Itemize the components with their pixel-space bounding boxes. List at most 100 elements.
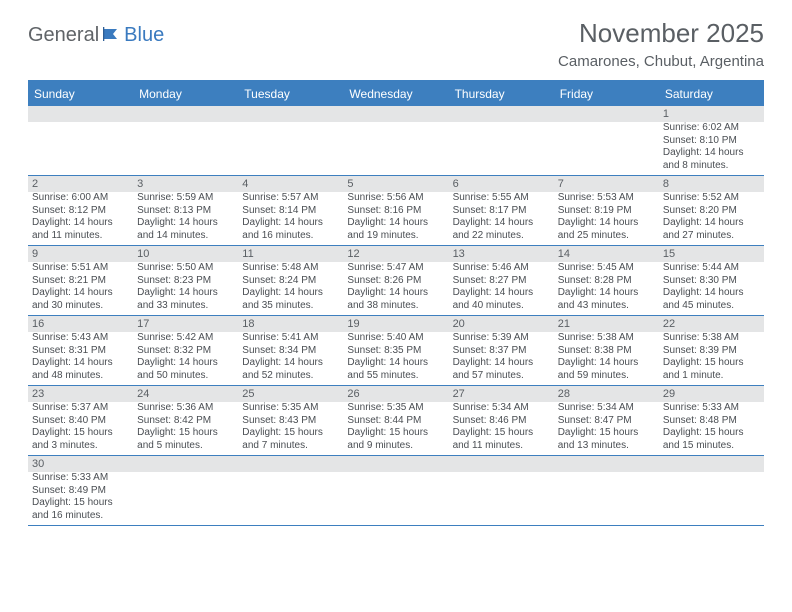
dow-tuesday: Tuesday	[238, 82, 343, 106]
sunset-text: Sunset: 8:10 PM	[663, 135, 760, 148]
daylight-text: Daylight: 14 hours and 50 minutes.	[137, 357, 234, 382]
sunrise-text: Sunrise: 5:50 AM	[137, 262, 234, 275]
daylight-text: Daylight: 14 hours and 19 minutes.	[347, 217, 444, 242]
day-cell	[133, 122, 238, 175]
dow-sunday: Sunday	[28, 82, 133, 106]
day-cell: Sunrise: 5:35 AMSunset: 8:43 PMDaylight:…	[238, 402, 343, 455]
sunrise-text: Sunrise: 5:51 AM	[32, 262, 129, 275]
sunrise-text: Sunrise: 6:00 AM	[32, 192, 129, 205]
day-of-week-row: Sunday Monday Tuesday Wednesday Thursday…	[28, 82, 764, 106]
day-cell: Sunrise: 5:45 AMSunset: 8:28 PMDaylight:…	[554, 262, 659, 315]
day-cell	[554, 472, 659, 525]
sunrise-text: Sunrise: 5:34 AM	[558, 402, 655, 415]
sunrise-text: Sunrise: 6:02 AM	[663, 122, 760, 135]
week-row: Sunrise: 6:00 AMSunset: 8:12 PM Daylight:…	[28, 192, 764, 246]
day-number: 5	[343, 176, 448, 192]
daynum-band: 1	[28, 106, 764, 122]
day-number: 19	[343, 316, 448, 332]
day-cell: Sunrise: 5:40 AMSunset: 8:35 PMDaylight:…	[343, 332, 448, 385]
daylight-text: Daylight: 14 hours and 55 minutes.	[347, 357, 444, 382]
flag-icon	[103, 24, 121, 47]
daylight-text: Daylight: 14 hours and 35 minutes.	[242, 287, 339, 312]
day-cell: Sunrise: 5:51 AMSunset: 8:21 PMDaylight:…	[28, 262, 133, 315]
day-cell: Sunrise: 5:43 AMSunset: 8:31 PMDaylight:…	[28, 332, 133, 385]
daylight-text: Daylight: 14 hours and 27 minutes.	[663, 217, 760, 242]
daylight-text: Daylight: 14 hours and 48 minutes.	[32, 357, 129, 382]
sunset-text: Sunset: 8:43 PM	[242, 415, 339, 428]
day-cell: Sunrise: 5:56 AMSunset: 8:16 PMDaylight:…	[343, 192, 448, 245]
day-cell: Sunrise: 5:42 AMSunset: 8:32 PMDaylight:…	[133, 332, 238, 385]
sunset-text: Sunset: 8:47 PM	[558, 415, 655, 428]
sunrise-text: Sunrise: 5:37 AM	[32, 402, 129, 415]
sunrise-text: Sunrise: 5:40 AM	[347, 332, 444, 345]
week-row: Sunrise: 5:37 AMSunset: 8:40 PMDaylight:…	[28, 402, 764, 456]
day-number: 13	[449, 246, 554, 262]
daynum-band: 30	[28, 456, 764, 472]
sunrise-text: Sunrise: 5:53 AM	[558, 192, 655, 205]
day-number: 24	[133, 386, 238, 402]
sunset-text: Sunset: 8:34 PM	[242, 345, 339, 358]
day-cell: Sunrise: 6:02 AMSunset: 8:10 PMDaylight:…	[659, 122, 764, 175]
daylight-text: Daylight: 15 hours and 7 minutes.	[242, 427, 339, 452]
page-title: November 2025	[558, 18, 764, 49]
sunset-text: Sunset: 8:17 PM	[453, 205, 550, 218]
sunset-text: Sunset: 8:16 PM	[347, 205, 444, 218]
day-cell	[238, 472, 343, 525]
day-number: 12	[343, 246, 448, 262]
day-number: 25	[238, 386, 343, 402]
day-cell	[449, 122, 554, 175]
daylight-text: Daylight: 15 hours and 15 minutes.	[663, 427, 760, 452]
daylight-text: Daylight: 15 hours and 3 minutes.	[32, 427, 129, 452]
daylight-text: Daylight: 14 hours and 45 minutes.	[663, 287, 760, 312]
day-number: 16	[28, 316, 133, 332]
day-cell: Sunrise: 5:59 AMSunset: 8:13 PMDaylight:…	[133, 192, 238, 245]
day-number: 2	[28, 176, 133, 192]
daylight-text: Daylight: 14 hours and 38 minutes.	[347, 287, 444, 312]
daylight-text: Daylight: 15 hours and 16 minutes.	[32, 497, 129, 522]
sunrise-text: Sunrise: 5:59 AM	[137, 192, 234, 205]
sunrise-text: Sunrise: 5:44 AM	[663, 262, 760, 275]
day-number: 14	[554, 246, 659, 262]
sunset-text: Sunset: 8:35 PM	[347, 345, 444, 358]
week-row: Sunrise: 6:02 AMSunset: 8:10 PMDaylight:…	[28, 122, 764, 176]
sunrise-text: Sunrise: 5:38 AM	[663, 332, 760, 345]
sunset-text: Sunset: 8:40 PM	[32, 415, 129, 428]
daylight-text: Daylight: 14 hours and 8 minutes.	[663, 147, 760, 172]
weeks-container: 1Sunrise: 6:02 AMSunset: 8:10 PMDaylight…	[28, 106, 764, 526]
sunset-text: Sunset: 8:23 PM	[137, 275, 234, 288]
day-number: 23	[28, 386, 133, 402]
day-number: 18	[238, 316, 343, 332]
day-number	[343, 456, 448, 472]
sunset-text: Sunset: 8:12 PM	[32, 205, 129, 218]
daynum-band: 23242526272829	[28, 386, 764, 402]
day-number	[238, 456, 343, 472]
day-cell: Sunrise: 5:44 AMSunset: 8:30 PMDaylight:…	[659, 262, 764, 315]
day-cell	[554, 122, 659, 175]
daylight-text: Daylight: 15 hours and 9 minutes.	[347, 427, 444, 452]
sunset-text: Sunset: 8:38 PM	[558, 345, 655, 358]
day-number	[133, 456, 238, 472]
day-number	[449, 106, 554, 122]
day-number: 21	[554, 316, 659, 332]
day-cell: Sunrise: 5:53 AMSunset: 8:19 PMDaylight:…	[554, 192, 659, 245]
daylight-text: Daylight: 14 hours and 14 minutes.	[137, 217, 234, 242]
day-cell: Sunrise: 5:34 AMSunset: 8:46 PMDaylight:…	[449, 402, 554, 455]
daynum-band: 16171819202122	[28, 316, 764, 332]
sunset-text: Sunset: 8:46 PM	[453, 415, 550, 428]
day-number	[133, 106, 238, 122]
day-number: 17	[133, 316, 238, 332]
day-number: 8	[659, 176, 764, 192]
day-number: 20	[449, 316, 554, 332]
sunset-text: Sunset: 8:19 PM	[558, 205, 655, 218]
day-number	[554, 456, 659, 472]
day-cell: Sunrise: 5:57 AMSunset: 8:14 PMDaylight:…	[238, 192, 343, 245]
daylight-text: Daylight: 14 hours and 52 minutes.	[242, 357, 339, 382]
title-block: November 2025 Camarones, Chubut, Argenti…	[558, 18, 764, 70]
sunset-text: Sunset: 8:48 PM	[663, 415, 760, 428]
sunset-text: Sunset: 8:42 PM	[137, 415, 234, 428]
sunset-text: Sunset: 8:13 PM	[137, 205, 234, 218]
dow-monday: Monday	[133, 82, 238, 106]
day-cell: Sunrise: 5:55 AMSunset: 8:17 PMDaylight:…	[449, 192, 554, 245]
daylight-text: Daylight: 15 hours and 11 minutes.	[453, 427, 550, 452]
dow-wednesday: Wednesday	[343, 82, 448, 106]
